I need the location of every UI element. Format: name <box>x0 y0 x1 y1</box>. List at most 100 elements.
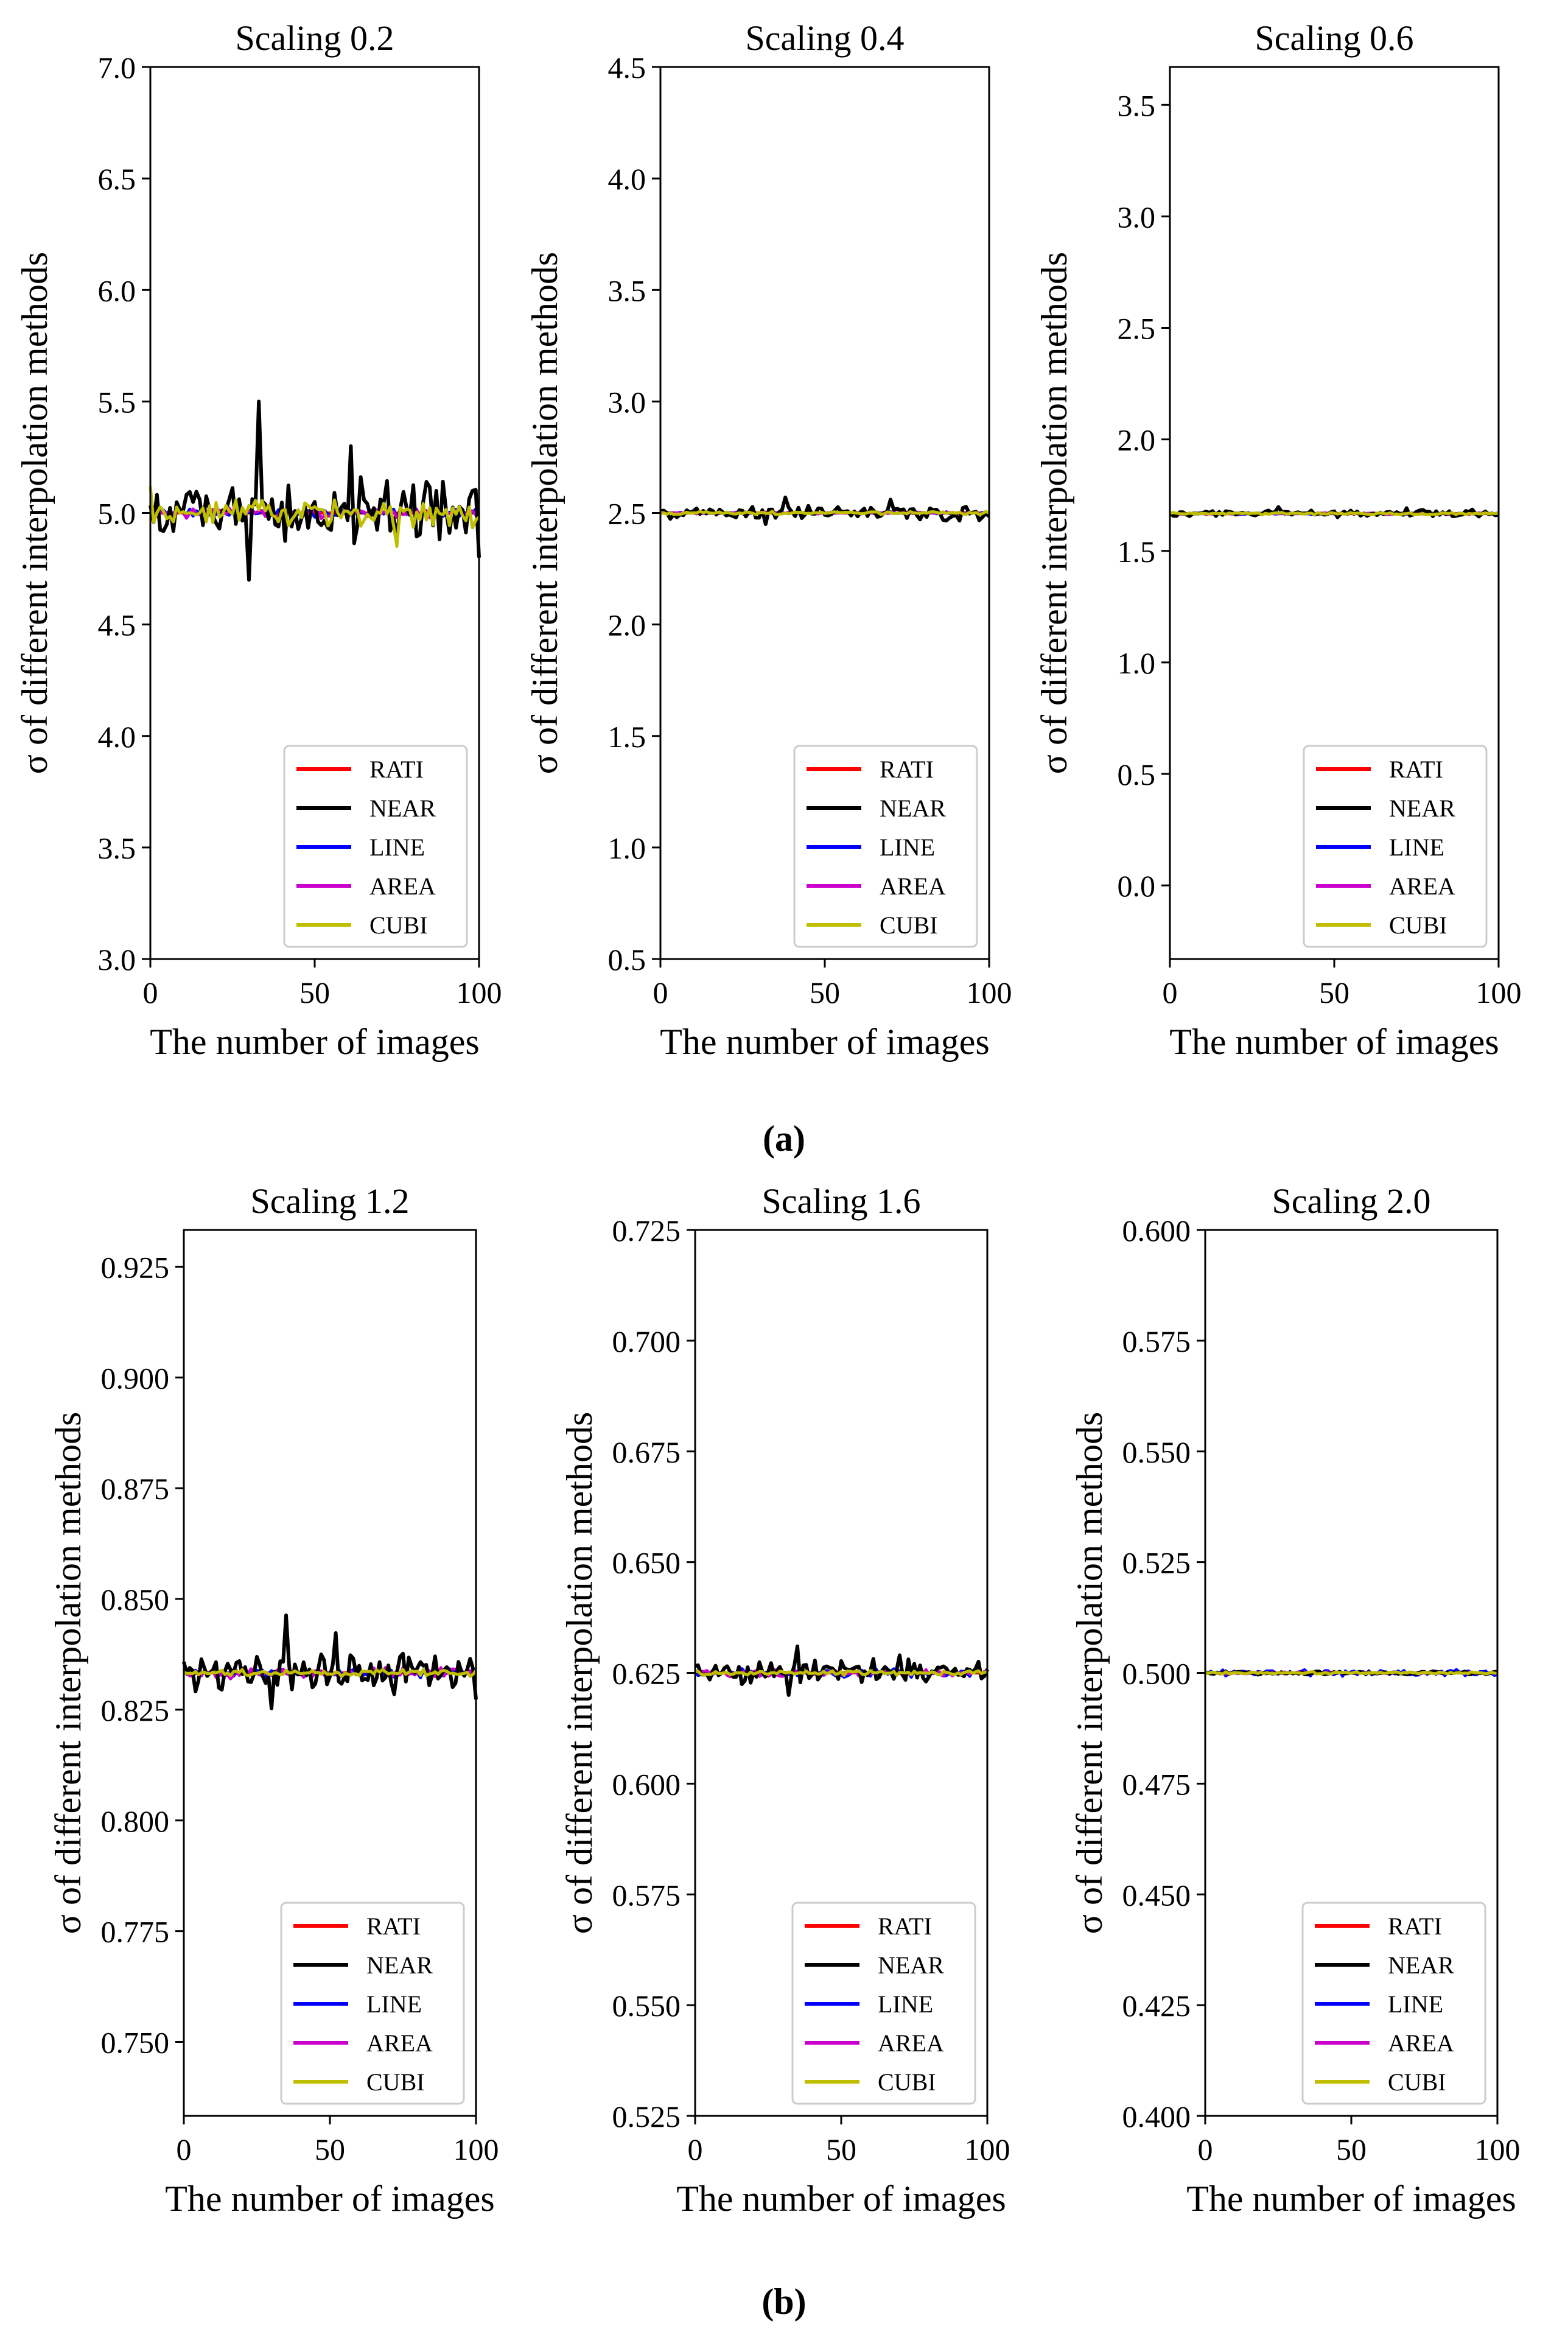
series-line-cubi <box>1205 1670 1498 1676</box>
legend-box <box>1303 745 1488 948</box>
legend-label-line: LINE <box>880 834 935 861</box>
y-tick-label: 0.400 <box>1122 2099 1191 2134</box>
x-tick-label: 50 <box>299 975 330 1010</box>
legend-label-rati: RATI <box>366 1913 421 1940</box>
y-axis-label: σ of different interpolation methods <box>48 1412 88 1934</box>
legend-label-rati: RATI <box>880 756 934 783</box>
y-axis-label: σ of different interpolation methods <box>15 252 55 775</box>
legend-label-cubi: CUBI <box>1388 2068 1446 2096</box>
x-axis-label: The number of images <box>150 1022 480 1062</box>
y-tick-label: 1.5 <box>1118 535 1156 569</box>
legend: RATI NEAR LINE AREA CUBI <box>793 745 978 948</box>
x-tick-label: 0 <box>177 2132 192 2166</box>
y-tick-label: 7.0 <box>98 51 136 85</box>
y-tick-label: 0.600 <box>612 1767 681 1801</box>
y-tick-label: 0.625 <box>612 1657 681 1691</box>
x-tick-label: 100 <box>1475 2132 1521 2166</box>
y-tick-label: 2.0 <box>1118 423 1156 457</box>
x-axis-label: The number of images <box>660 1022 990 1062</box>
series-line-cubi <box>1169 511 1499 517</box>
x-tick-label: 0 <box>1163 975 1178 1010</box>
y-tick-label: 0.550 <box>612 1989 681 2023</box>
y-tick-label: 0.700 <box>612 1324 681 1358</box>
chart-3: Scaling 0.6 0.0 0.5 1.0 1.5 2.0 2.5 3.0 3.5 0 50 10… <box>1034 18 1522 1062</box>
legend: RATI NEAR LINE AREA CUBI <box>1303 745 1488 948</box>
y-tick-label: 5.0 <box>98 497 136 531</box>
legend: RATI NEAR LINE AREA CUBI <box>280 1902 465 2105</box>
series-line-near <box>660 495 990 526</box>
x-axis-label: The number of images <box>1186 2179 1516 2219</box>
x-tick-label: 50 <box>1336 2132 1367 2166</box>
x-tick-label: 50 <box>315 2132 345 2166</box>
y-tick-label: 0.575 <box>1122 1324 1191 1358</box>
y-tick-label: 3.5 <box>98 831 136 865</box>
x-tick-label: 0 <box>688 2132 703 2166</box>
y-tick-label: 0.775 <box>101 1915 170 1949</box>
x-tick-label: 0 <box>143 975 158 1010</box>
legend-box <box>791 1902 976 2105</box>
x-tick-label: 100 <box>967 975 1012 1010</box>
y-tick-label: 0.450 <box>1122 1878 1191 1912</box>
x-tick-label: 50 <box>826 2132 856 2166</box>
legend-label-area: AREA <box>880 873 946 900</box>
y-tick-label: 5.5 <box>98 385 136 419</box>
x-axis-label: The number of images <box>165 2179 495 2219</box>
y-tick-label: 0.475 <box>1122 1767 1191 1801</box>
y-tick-label: 0.5 <box>608 943 646 977</box>
y-tick-label: 3.0 <box>608 385 646 419</box>
legend-label-line: LINE <box>1389 834 1444 861</box>
legend-label-line: LINE <box>878 1990 933 2018</box>
y-tick-label: 0.5 <box>1118 757 1156 792</box>
legend: RATI NEAR LINE AREA CUBI <box>791 1902 976 2105</box>
legend-label-cubi: CUBI <box>366 2068 425 2096</box>
legend-label-rati: RATI <box>878 1913 932 1940</box>
chart-title: Scaling 1.6 <box>762 1181 921 1221</box>
legend-label-rati: RATI <box>1388 1913 1442 1940</box>
series-line-cubi <box>183 1668 477 1678</box>
legend-label-rati: RATI <box>1389 756 1443 783</box>
x-tick-label: 0 <box>1198 2132 1213 2166</box>
legend-box <box>793 745 978 948</box>
y-tick-label: 0.675 <box>612 1435 681 1469</box>
x-axis-label: The number of images <box>676 2179 1006 2219</box>
legend-box <box>280 1902 465 2105</box>
y-tick-label: 0.0 <box>1118 869 1156 903</box>
legend-label-area: AREA <box>878 2029 944 2057</box>
series-line-near <box>182 1613 478 1710</box>
chart-6: Scaling 2.0 0.400 0.425 0.450 0.475 0.500 0.52… <box>1069 1181 1521 2219</box>
legend-label-area: AREA <box>1388 2029 1454 2057</box>
legend-label-cubi: CUBI <box>878 2068 936 2096</box>
y-tick-label: 2.5 <box>1118 312 1156 346</box>
y-tick-label: 0.425 <box>1122 1989 1191 2023</box>
y-axis-label: σ of different interpolation methods <box>1069 1412 1110 1934</box>
legend-label-near: NEAR <box>366 1951 433 1979</box>
series-line-area <box>695 1667 989 1679</box>
series-line-cubi <box>149 486 480 548</box>
y-tick-label: 0.650 <box>612 1546 681 1580</box>
legend-label-area: AREA <box>366 2029 433 2057</box>
y-tick-label: 1.0 <box>1118 646 1156 680</box>
chart-title: Scaling 2.0 <box>1272 1181 1431 1221</box>
y-tick-label: 0.900 <box>101 1361 170 1395</box>
y-tick-label: 0.525 <box>1122 1546 1191 1580</box>
panel-label-a: (a) <box>763 1119 805 1159</box>
x-axis-label: The number of images <box>1169 1022 1499 1062</box>
legend-label-area: AREA <box>1389 873 1455 900</box>
legend: RATI NEAR LINE AREA CUBI <box>283 745 468 948</box>
legend: RATI NEAR LINE AREA CUBI <box>1301 1902 1486 2105</box>
legend-label-line: LINE <box>366 1990 422 2018</box>
chart-2: Scaling 0.4 0.5 1.0 1.5 2.0 2.5 3.0 3.5 4.0 4.5 0 5… <box>525 18 1012 1062</box>
legend-label-line: LINE <box>369 834 425 861</box>
y-tick-label: 0.875 <box>101 1472 170 1506</box>
legend-label-near: NEAR <box>878 1951 944 1979</box>
x-tick-label: 50 <box>1319 975 1349 1010</box>
y-tick-label: 2.5 <box>608 497 646 531</box>
legend-label-area: AREA <box>369 873 436 900</box>
y-tick-label: 0.500 <box>1122 1657 1191 1691</box>
y-tick-label: 0.725 <box>612 1214 681 1248</box>
chart-title: Scaling 1.2 <box>251 1181 410 1221</box>
charts-layer: Scaling 0.2 3.0 3.5 4.0 4.5 5.0 5.5 6.0 6.5 7.0 0 5… <box>15 18 1522 2219</box>
panel-label-b: (b) <box>761 2282 806 2322</box>
x-tick-label: 100 <box>1476 975 1522 1010</box>
